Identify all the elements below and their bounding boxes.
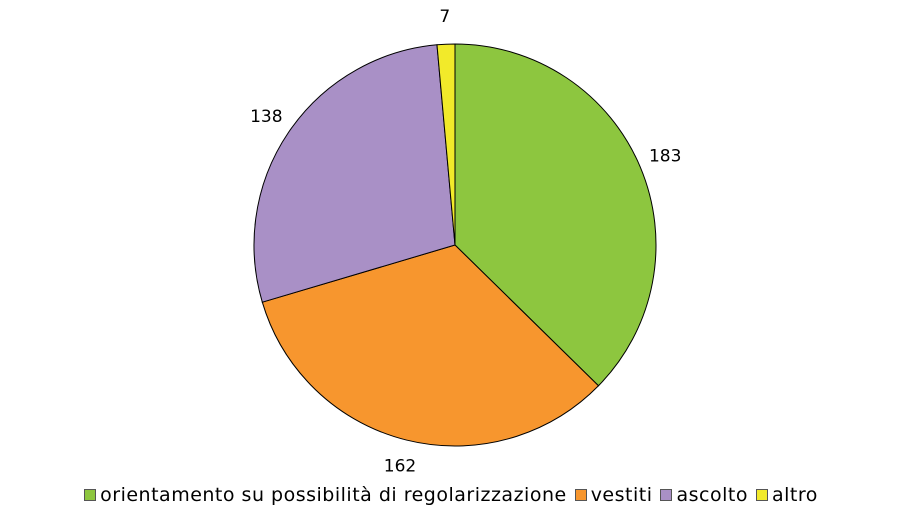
legend-swatch bbox=[574, 489, 587, 501]
data-label: 138 bbox=[250, 107, 282, 127]
legend-item: altro bbox=[755, 484, 818, 506]
pie-slice bbox=[253, 44, 456, 303]
pie-slice bbox=[261, 244, 600, 447]
pie-area: 183 162 138 7 bbox=[250, 7, 681, 476]
pie-slice bbox=[454, 43, 657, 387]
legend-swatch bbox=[755, 489, 768, 501]
data-label: 7 bbox=[439, 7, 450, 27]
legend-item: vestiti bbox=[574, 484, 653, 506]
legend-label: orientamento su possibilità di regolariz… bbox=[100, 484, 567, 506]
legend-label: vestiti bbox=[590, 484, 653, 506]
legend-label: ascolto bbox=[676, 484, 748, 506]
pie-slice bbox=[436, 43, 456, 246]
legend-swatch bbox=[84, 489, 97, 501]
data-label: 183 bbox=[649, 147, 681, 167]
legend-item: orientamento su possibilità di regolariz… bbox=[84, 484, 567, 506]
legend-swatch bbox=[660, 489, 673, 501]
legend-label: altro bbox=[771, 484, 818, 506]
legend: orientamento su possibilità di regolariz… bbox=[0, 484, 902, 506]
legend-item: ascolto bbox=[660, 484, 747, 506]
data-label: 162 bbox=[384, 456, 416, 476]
